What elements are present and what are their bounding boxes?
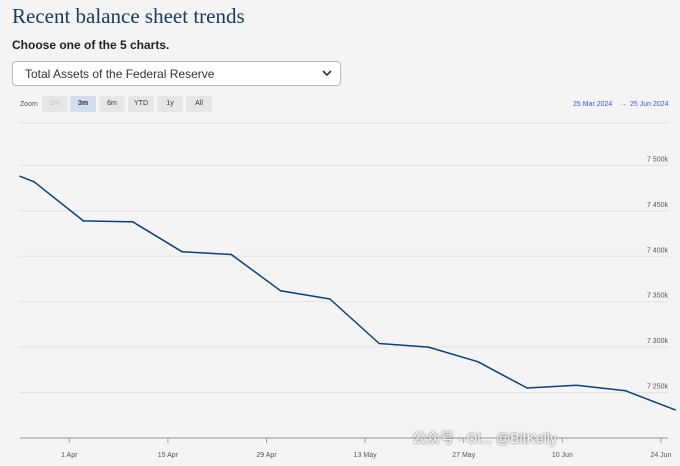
data-point — [674, 409, 676, 411]
data-point — [19, 175, 21, 178]
data-point — [427, 346, 430, 348]
data-point — [230, 253, 233, 256]
zoom-1y-button[interactable]: 1y — [157, 96, 183, 112]
x-tick-label: 13 May — [354, 452, 377, 459]
data-point — [526, 387, 528, 389]
zoom-ytd-button[interactable]: YTD — [128, 96, 154, 112]
data-point — [575, 384, 578, 387]
y-tick-label: 7 250k — [647, 384, 669, 391]
chevron-down-icon — [322, 70, 332, 77]
y-tick-label: 7 450k — [647, 202, 669, 209]
data-point — [82, 220, 85, 222]
chart-select-value: Total Assets of the Federal Reserve — [25, 67, 215, 81]
data-point — [378, 342, 381, 345]
watermark: 公众号 · Ol... @BitKelly — [412, 430, 557, 446]
data-point — [329, 298, 331, 300]
chart-chooser-label: Choose one of the 5 charts. — [12, 38, 170, 52]
zoom-1m-button[interactable]: 1m — [42, 96, 68, 112]
y-tick-label: 7 400k — [647, 247, 669, 254]
x-tick-label: 15 Apr — [158, 452, 179, 459]
page-title: Recent balance sheet trends — [12, 4, 245, 28]
x-tick-label: 27 May — [452, 452, 475, 459]
chart-select-dropdown[interactable]: Total Assets of the Federal Reserve — [12, 61, 341, 86]
data-point — [624, 389, 627, 392]
range-separator: → — [620, 101, 627, 108]
zoom-6m-button[interactable]: 6m — [99, 96, 125, 112]
data-point — [181, 250, 183, 253]
data-point — [131, 220, 134, 223]
data-point — [33, 180, 35, 183]
data-point — [477, 360, 479, 363]
zoom-label: Zoom — [20, 101, 38, 108]
zoom-3m-button[interactable]: 3m — [70, 96, 96, 112]
range-from-input[interactable]: 25 Mar 2024 — [573, 101, 613, 108]
x-tick-label: 10 Jun — [552, 452, 573, 459]
x-tick-label: 1 Apr — [61, 452, 78, 459]
x-tick-label: 24 Jun — [650, 452, 671, 459]
zoom-all-button[interactable]: All — [186, 96, 212, 112]
x-tick-label: 29 Apr — [256, 452, 277, 459]
range-to-input[interactable]: 25 Jun 2024 — [630, 101, 669, 108]
data-point — [279, 290, 282, 292]
y-tick-label: 7 300k — [647, 338, 669, 345]
y-tick-label: 7 500k — [647, 156, 669, 163]
y-tick-label: 7 350k — [647, 293, 669, 300]
